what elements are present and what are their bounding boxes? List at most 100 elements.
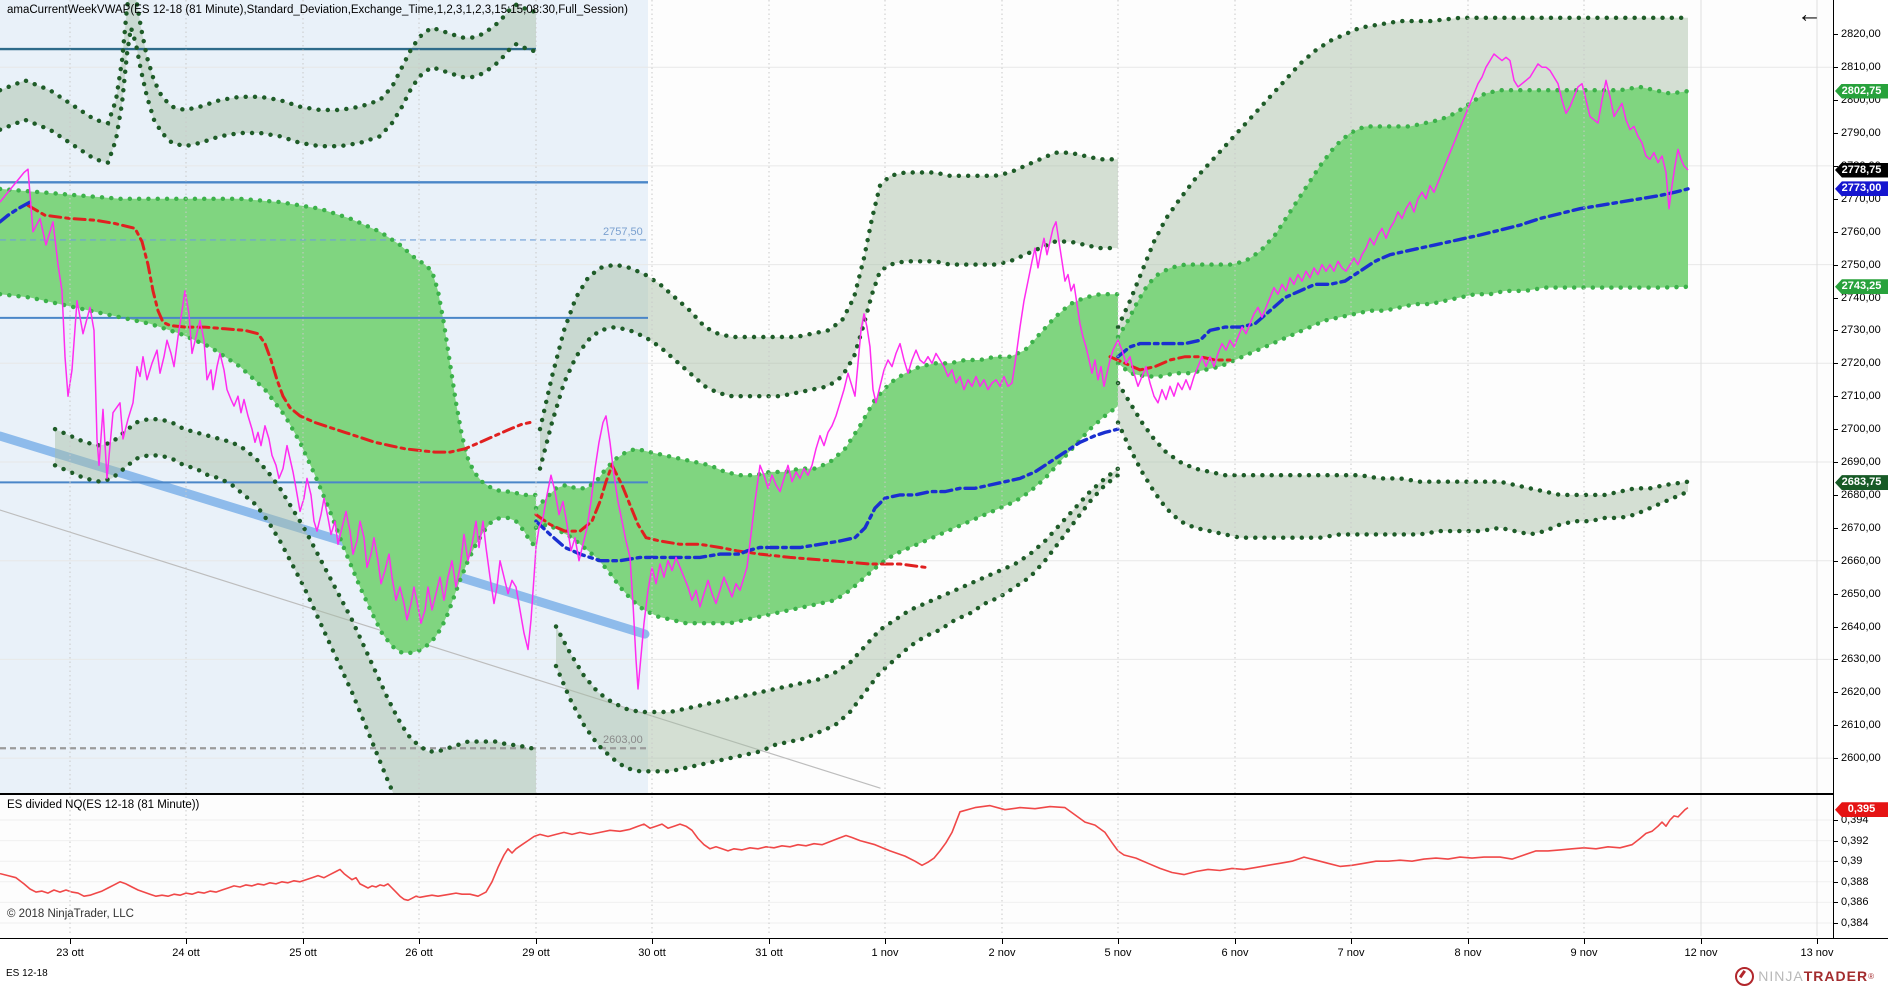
ratio-axis-label: 0,384 bbox=[1841, 917, 1869, 929]
axis-tick bbox=[1834, 923, 1838, 924]
axis-tick bbox=[652, 939, 653, 944]
axis-tick bbox=[1834, 396, 1838, 398]
price-axis-label: 2660,00 bbox=[1841, 554, 1881, 567]
axis-tick bbox=[419, 939, 420, 944]
date-axis-label: 30 ott bbox=[638, 947, 666, 959]
axis-tick bbox=[186, 939, 187, 944]
axis-tick bbox=[1834, 626, 1838, 628]
axis-tick bbox=[1584, 939, 1585, 944]
axis-tick bbox=[1834, 231, 1838, 233]
axis-tick bbox=[70, 939, 71, 944]
date-axis-label: 25 ott bbox=[289, 947, 317, 959]
logo-registered-mark: ® bbox=[1868, 971, 1874, 981]
date-axis-label: 23 ott bbox=[56, 947, 84, 959]
price-axis-label: 2760,00 bbox=[1841, 225, 1881, 238]
chart-canvas[interactable] bbox=[0, 0, 1833, 938]
axis-tick bbox=[1834, 659, 1838, 661]
axis-tick bbox=[769, 939, 770, 944]
price-marker-tag: 2778,75 bbox=[1835, 162, 1888, 178]
date-axis-label: 2 nov bbox=[988, 947, 1016, 959]
axis-tick bbox=[1834, 861, 1838, 863]
price-axis-label: 2820,00 bbox=[1841, 28, 1881, 41]
date-axis-label: 7 nov bbox=[1337, 947, 1365, 959]
axis-tick bbox=[1834, 67, 1838, 69]
axis-tick bbox=[1834, 593, 1838, 595]
axis-tick bbox=[1834, 725, 1838, 727]
logo-text-ninja: NINJA bbox=[1758, 968, 1804, 984]
price-axis-label: 2790,00 bbox=[1841, 127, 1881, 139]
date-axis-label: 5 nov bbox=[1104, 947, 1132, 959]
price-axis-label: 2810,00 bbox=[1841, 61, 1881, 74]
date-axis-label: 13 nov bbox=[1800, 947, 1834, 959]
date-axis-label: 29 ott bbox=[522, 947, 550, 959]
axis-tick bbox=[1834, 527, 1838, 529]
axis-tick bbox=[1118, 939, 1119, 944]
axis-tick bbox=[1834, 363, 1838, 365]
axis-tick bbox=[1834, 264, 1838, 266]
axis-tick bbox=[1834, 840, 1838, 842]
price-axis-label: 2610,00 bbox=[1841, 719, 1881, 732]
axis-tick bbox=[1834, 165, 1838, 167]
axis-tick bbox=[1351, 939, 1352, 944]
price-axis-label: 2720,00 bbox=[1841, 357, 1881, 370]
price-axis-label: 2640,00 bbox=[1841, 620, 1881, 633]
indicator-title: amaCurrentWeekVWAP(ES 12-18 (81 Minute),… bbox=[7, 4, 628, 16]
date-axis-label: 8 nov bbox=[1454, 947, 1482, 959]
axis-tick bbox=[885, 939, 886, 944]
date-axis-label: 9 nov bbox=[1570, 947, 1598, 959]
axis-tick bbox=[1834, 297, 1838, 299]
logo-text-trader: TRADER bbox=[1803, 968, 1869, 984]
ratio-axis-label: 0,388 bbox=[1841, 875, 1869, 888]
bottom-bar: ES 12-18 NINJA TRADER ® bbox=[0, 966, 1888, 986]
price-level-label: 2757,50 bbox=[603, 225, 643, 238]
price-level-label: 2603,00 bbox=[603, 734, 643, 747]
price-axis-label: 2710,00 bbox=[1841, 390, 1881, 403]
price-marker-tag: 2773,00 bbox=[1835, 181, 1888, 197]
axis-tick bbox=[1834, 902, 1838, 904]
price-axis[interactable]: 2820,002810,002800,002790,002780,002770,… bbox=[1833, 0, 1888, 940]
price-axis-label: 2650,00 bbox=[1841, 587, 1881, 600]
price-axis-label: 2680,00 bbox=[1841, 488, 1881, 501]
axis-tick bbox=[1002, 939, 1003, 944]
time-axis[interactable]: 23 ott 24 ott 25 ott 26 ott 29 ott 30 ott 31 o… bbox=[0, 938, 1888, 967]
ratio-axis-label: 0,39 bbox=[1841, 855, 1863, 868]
date-axis-label: 1 nov bbox=[871, 947, 899, 959]
chart-plot-area[interactable]: amaCurrentWeekVWAP(ES 12-18 (81 Minute),… bbox=[0, 0, 1833, 938]
axis-tick bbox=[1834, 494, 1838, 496]
price-marker-tag: 2683,75 bbox=[1835, 475, 1888, 491]
axis-tick bbox=[1701, 939, 1702, 944]
axis-tick bbox=[1834, 133, 1838, 134]
axis-tick bbox=[1834, 462, 1838, 463]
axis-tick bbox=[1834, 560, 1838, 562]
instrument-tab[interactable]: ES 12-18 bbox=[6, 968, 48, 979]
ratio-axis-label: 0,386 bbox=[1841, 896, 1869, 909]
axis-tick bbox=[1834, 692, 1838, 694]
price-marker-tag: 2802,75 bbox=[1835, 83, 1888, 99]
axis-tick bbox=[536, 939, 537, 944]
date-axis-label: 26 ott bbox=[405, 947, 433, 959]
price-axis-label: 2670,00 bbox=[1841, 521, 1881, 534]
date-axis-label: 12 nov bbox=[1684, 947, 1718, 959]
axis-tick bbox=[1834, 820, 1838, 821]
price-marker-tag: 0,395 bbox=[1835, 802, 1888, 818]
price-axis-label: 2700,00 bbox=[1841, 423, 1881, 436]
price-axis-label: 2730,00 bbox=[1841, 324, 1881, 337]
price-marker-tag: 2743,25 bbox=[1835, 279, 1888, 295]
scroll-to-latest-arrow-icon[interactable]: ← bbox=[1797, 0, 1822, 28]
price-axis-label: 2740,00 bbox=[1841, 291, 1881, 304]
date-axis-label: 24 ott bbox=[172, 947, 200, 959]
axis-tick bbox=[1834, 34, 1838, 36]
axis-tick bbox=[303, 939, 304, 944]
ratio-axis-label: 0,392 bbox=[1841, 834, 1869, 847]
axis-tick bbox=[1834, 758, 1838, 760]
ninjatrader-logo-icon bbox=[1735, 966, 1755, 986]
copyright-text: © 2018 NinjaTrader, LLC bbox=[7, 908, 134, 920]
panel2-indicator-label: ES divided NQ(ES 12-18 (81 Minute)) bbox=[7, 799, 200, 811]
axis-tick bbox=[1834, 881, 1838, 883]
axis-tick bbox=[1235, 939, 1236, 944]
ninjatrader-logo: NINJA TRADER ® bbox=[1735, 966, 1874, 986]
axis-tick bbox=[1817, 939, 1818, 944]
axis-tick bbox=[1468, 939, 1469, 944]
price-axis-label: 2690,00 bbox=[1841, 456, 1881, 468]
